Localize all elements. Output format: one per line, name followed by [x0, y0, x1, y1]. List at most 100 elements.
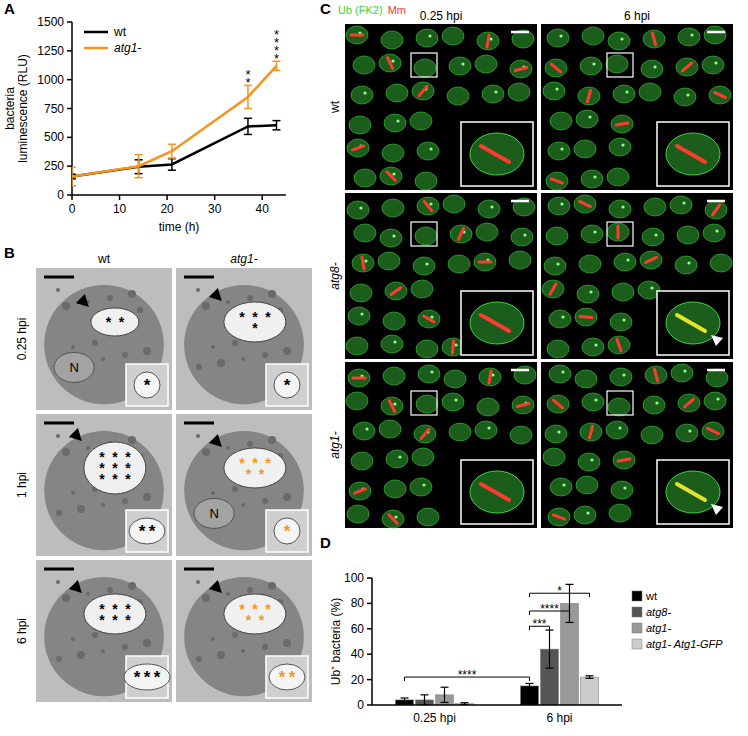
cell	[581, 170, 603, 188]
legend-swatch	[84, 31, 108, 34]
selection-box	[607, 222, 633, 246]
error-line	[171, 159, 173, 171]
legend-label: wt	[645, 590, 657, 602]
ub-dot	[621, 143, 624, 146]
error-cap	[244, 134, 252, 136]
bacterium	[550, 284, 556, 294]
scale-bar	[511, 369, 529, 372]
cell	[346, 392, 368, 410]
organelle	[86, 446, 90, 450]
bacterium	[389, 515, 397, 523]
scale-bar	[511, 200, 529, 203]
ub-dot	[394, 515, 397, 518]
error-line	[247, 118, 249, 134]
organelle	[101, 503, 105, 507]
cell	[579, 255, 601, 273]
ub-dot	[690, 33, 693, 36]
cell	[348, 369, 370, 387]
organelle	[77, 505, 85, 513]
ub-dot	[494, 90, 497, 93]
ub-dot	[393, 340, 396, 343]
organelle	[202, 594, 210, 602]
bacterium	[553, 515, 564, 519]
cell-body	[44, 577, 164, 696]
cell	[582, 27, 604, 45]
ub-dot	[490, 205, 493, 208]
cell	[611, 115, 633, 133]
error-bar	[72, 167, 76, 185]
y-tick	[367, 603, 372, 605]
cell	[412, 448, 434, 466]
cell	[709, 86, 731, 104]
organelle	[71, 491, 75, 495]
inset	[461, 460, 533, 524]
bacteria-marker: *	[99, 471, 105, 487]
bacterium	[715, 92, 726, 97]
organelle	[137, 307, 143, 313]
x-tick-label: 6 hpi	[546, 711, 572, 725]
scale-bar	[184, 422, 214, 425]
arrowhead	[209, 580, 222, 593]
cell	[386, 450, 408, 468]
organelle	[283, 493, 291, 501]
y-axis-title: luminescence (RLU)	[16, 54, 30, 163]
cell	[511, 228, 533, 246]
bacteria-markers: *****	[239, 455, 271, 482]
ub-dot	[555, 87, 558, 90]
cell	[418, 310, 440, 328]
organelle	[196, 288, 200, 292]
cell	[675, 256, 697, 274]
legend-swatch	[84, 47, 108, 50]
cell	[379, 420, 401, 438]
bacterium	[646, 257, 657, 262]
inset	[266, 364, 308, 406]
cell	[381, 397, 403, 415]
ub-dot	[623, 486, 626, 489]
organelle	[247, 587, 253, 593]
panel-label: A	[4, 0, 15, 17]
ub-dot	[594, 398, 597, 401]
bacteria-markers: *****	[239, 601, 271, 628]
cell	[643, 30, 665, 48]
error-bar	[135, 155, 143, 178]
bacteria-marker: *	[149, 522, 156, 541]
cell	[576, 476, 598, 494]
image-background	[36, 560, 172, 702]
y-tick	[67, 137, 72, 139]
cell	[347, 505, 369, 523]
bacterium	[517, 403, 529, 406]
cell	[348, 307, 370, 325]
bacterium	[617, 226, 620, 238]
organelle	[71, 345, 75, 349]
scale-bar	[44, 422, 74, 425]
cell	[547, 29, 569, 47]
bacterium	[387, 58, 392, 69]
bacterium	[419, 86, 427, 95]
cell	[610, 313, 632, 331]
ub-dot	[363, 91, 366, 94]
error-bar	[586, 676, 594, 679]
bacterium	[551, 179, 562, 183]
bacteria-marker: *	[139, 522, 146, 541]
cell	[354, 169, 376, 187]
inset-cell	[666, 302, 720, 344]
inset-bacterium	[481, 146, 509, 162]
significance-char: *	[245, 67, 250, 82]
cell	[353, 422, 375, 440]
arrowhead	[69, 580, 82, 593]
legend-swatch	[632, 623, 642, 633]
error-cap	[244, 108, 252, 110]
image-background	[36, 268, 172, 410]
organelle	[62, 448, 70, 456]
cell	[482, 85, 504, 103]
inset-cell	[666, 133, 720, 175]
inset	[126, 364, 168, 406]
error-cap	[566, 584, 574, 585]
fluorescence-image	[541, 193, 733, 359]
inset-vacuole	[134, 372, 160, 398]
cell	[382, 144, 404, 162]
scale-bar	[184, 568, 214, 571]
bacteria-marker: *	[144, 668, 151, 687]
error-line	[276, 121, 278, 130]
cell	[447, 87, 469, 105]
